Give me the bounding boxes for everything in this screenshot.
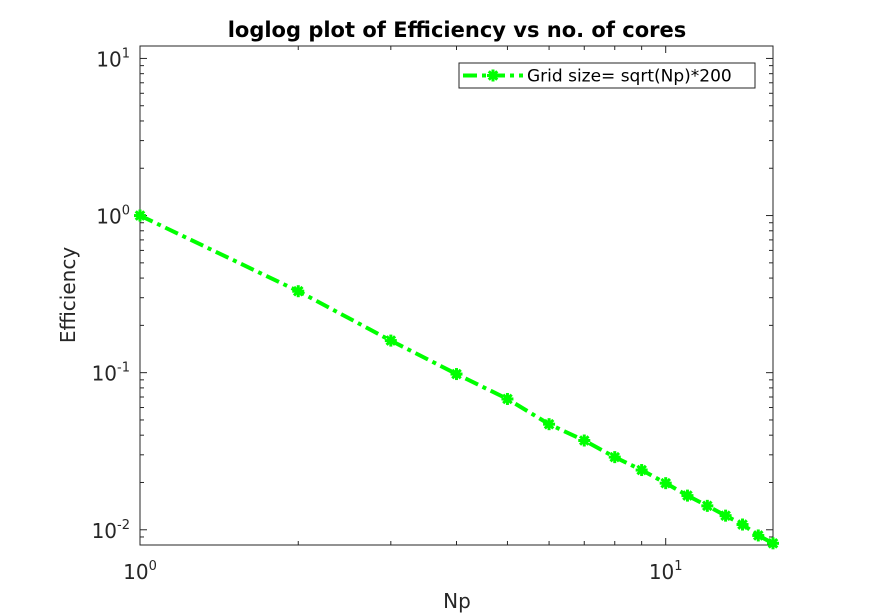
legend-marker: [487, 69, 499, 82]
y-tick-label: 100: [96, 204, 130, 229]
y-tick-label: 10-2: [92, 518, 130, 543]
y-axis-label: Efficiency: [56, 247, 80, 344]
legend-entry: Grid size= sqrt(Np)*200: [527, 67, 732, 87]
data-point: [719, 509, 732, 522]
data-point: [450, 368, 463, 381]
data-point: [134, 209, 146, 222]
data-point: [578, 434, 591, 447]
y-tick-label: 101: [96, 46, 130, 71]
data-point: [635, 464, 648, 477]
data-point: [681, 489, 694, 502]
data-point: [501, 392, 514, 405]
data-point: [608, 451, 621, 464]
legend-sample: [463, 69, 523, 82]
plot-area: [139, 45, 774, 546]
series-layer: [134, 209, 779, 550]
data-point: [384, 334, 397, 347]
data-point: [292, 285, 305, 298]
x-tick-label: 101: [649, 559, 683, 584]
legend: Grid size= sqrt(Np)*200: [458, 62, 756, 89]
y-tick-label: 10-1: [92, 361, 130, 386]
axis-ticks: 100 101 10-2 10-1 100 101: [92, 46, 773, 584]
series-line: [139, 213, 774, 546]
chart-title: loglog plot of Efficiency vs no. of core…: [228, 18, 687, 42]
data-point: [736, 518, 749, 531]
legend-box: [458, 62, 756, 89]
x-tick-label: 100: [123, 559, 157, 584]
data-point: [659, 477, 672, 490]
data-point: [752, 529, 765, 542]
data-point: [701, 499, 714, 512]
data-point: [543, 418, 556, 431]
data-point: [767, 537, 779, 550]
x-axis-label: Np: [443, 589, 471, 613]
